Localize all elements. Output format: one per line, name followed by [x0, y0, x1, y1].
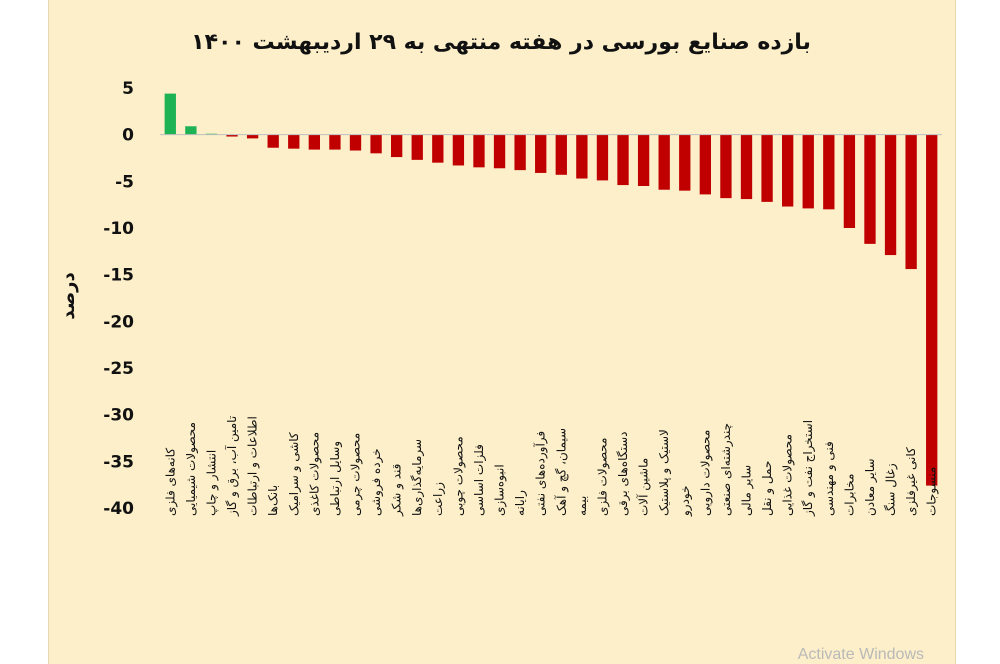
x-tick-label: چندرشته‌ای صنعتی [719, 423, 734, 516]
bar [679, 134, 691, 191]
x-tick-label: خرده فروشی [369, 448, 384, 516]
x-axis-labels: کانه‌های فلزی محصولات شیمیایی انتشار و چاپ… [163, 416, 939, 517]
x-tick-label: محصولات چرمی [349, 433, 364, 516]
y-tick-label: -10 [103, 219, 134, 239]
x-tick-label: دستگاه‌های برقی [616, 432, 631, 516]
y-axis-title: درصد [58, 272, 79, 319]
x-tick-label: محصولات شیمیایی [184, 422, 199, 516]
x-tick-label: فرآورده‌های نفتی [533, 431, 549, 516]
bar [473, 134, 485, 168]
x-tick-label: فنی و مهندسی [822, 441, 837, 516]
x-tick-label: بانک‌ها [266, 485, 280, 516]
bar [267, 134, 279, 148]
bar [329, 134, 341, 150]
y-tick-label: -5 [115, 172, 134, 192]
bar [720, 134, 732, 199]
x-tick-label: سایر مالی [740, 465, 755, 516]
x-tick-label: مخابرات [842, 474, 857, 516]
x-tick-label: زراعت [431, 482, 446, 516]
x-tick-label: استخراج نفت و گاز [801, 420, 816, 517]
x-tick-label: منسوجات [925, 467, 940, 516]
bar [781, 134, 794, 207]
bar [905, 134, 917, 270]
x-tick-label: وسایل ارتباطی [328, 441, 343, 516]
bar [411, 134, 423, 160]
x-tick-label: تامین آب، برق و گاز [224, 416, 240, 517]
y-tick-label: -25 [103, 359, 134, 379]
bar [493, 134, 506, 169]
x-tick-label: سیمان، گچ و آهک [553, 428, 569, 516]
x-tick-label: رایانه [513, 490, 528, 516]
y-tick-label: -15 [103, 266, 134, 286]
watermark-text: Activate Windows [797, 646, 924, 663]
x-tick-label: محصولات فلزی [595, 438, 610, 516]
x-tick-label: سرمایه‌گذاری‌ها [410, 439, 425, 516]
y-tick-label: -40 [103, 499, 134, 519]
x-tick-label: انتشار و چاپ [204, 450, 219, 516]
bar [740, 134, 753, 200]
bar [390, 134, 403, 158]
x-tick-label: انبوه‌سازی [493, 464, 508, 516]
x-tick-label: لاستیک و پلاستیک [657, 429, 672, 516]
bar [843, 134, 856, 228]
bar [617, 134, 629, 186]
bar [432, 134, 444, 163]
chart-background [48, 0, 956, 664]
bar [576, 134, 588, 179]
x-tick-label: محصولات چوبی [451, 436, 466, 516]
y-axis-ticks: 5 0 -5 -10 -15 -20 -25 -30 -35 -40 [103, 79, 134, 519]
y-tick-label: -30 [103, 406, 134, 426]
y-tick-label: 0 [122, 126, 134, 146]
bar [699, 134, 712, 195]
bar [864, 134, 876, 244]
x-tick-label: قند و شکر [390, 464, 405, 517]
bar [226, 134, 238, 137]
y-tick-label: 5 [122, 79, 134, 99]
x-tick-label: سایر معادن [863, 458, 878, 516]
y-tick-label: -20 [103, 312, 134, 332]
x-tick-label: محصولات دارویی [698, 430, 713, 516]
bar [884, 134, 897, 256]
bar [370, 134, 382, 154]
x-tick-label: اطلاعات و ارتباطات [246, 416, 261, 516]
x-tick-label: زغال سنگ [884, 463, 899, 516]
bar [535, 134, 547, 173]
x-tick-label: خودرو [678, 485, 693, 517]
bar [246, 134, 259, 139]
x-tick-label: فلزات اساسی [472, 444, 487, 516]
bar [349, 134, 362, 151]
bar [823, 134, 835, 210]
x-tick-label: حمل و نقل [760, 461, 775, 516]
bar [308, 134, 321, 150]
bar [926, 134, 938, 486]
chart-title: بازده صنایع بورسی در هفته منتهی به ۲۹ ار… [191, 30, 811, 55]
x-tick-label: کانه‌های فلزی [163, 448, 178, 516]
x-tick-label: محصولات کاغذی [307, 432, 322, 516]
x-tick-label: بیمه [575, 496, 589, 516]
bars [164, 93, 938, 486]
x-tick-label: محصولات غذایی [781, 434, 796, 516]
bar [288, 134, 300, 149]
bar [452, 134, 465, 166]
bar [637, 134, 650, 186]
bar [555, 134, 567, 175]
x-tick-label: کانی غیرفلزی [904, 447, 919, 516]
bar [596, 134, 609, 181]
x-tick-label: کاشی و سرامیک [287, 432, 302, 516]
y-tick-label: -35 [103, 452, 134, 472]
bar [514, 134, 526, 171]
bar [185, 126, 197, 135]
x-tick-label: ماشین آلات [636, 458, 652, 516]
bar [761, 134, 773, 202]
bar [658, 134, 670, 190]
bar [164, 93, 176, 135]
bar [802, 134, 814, 209]
